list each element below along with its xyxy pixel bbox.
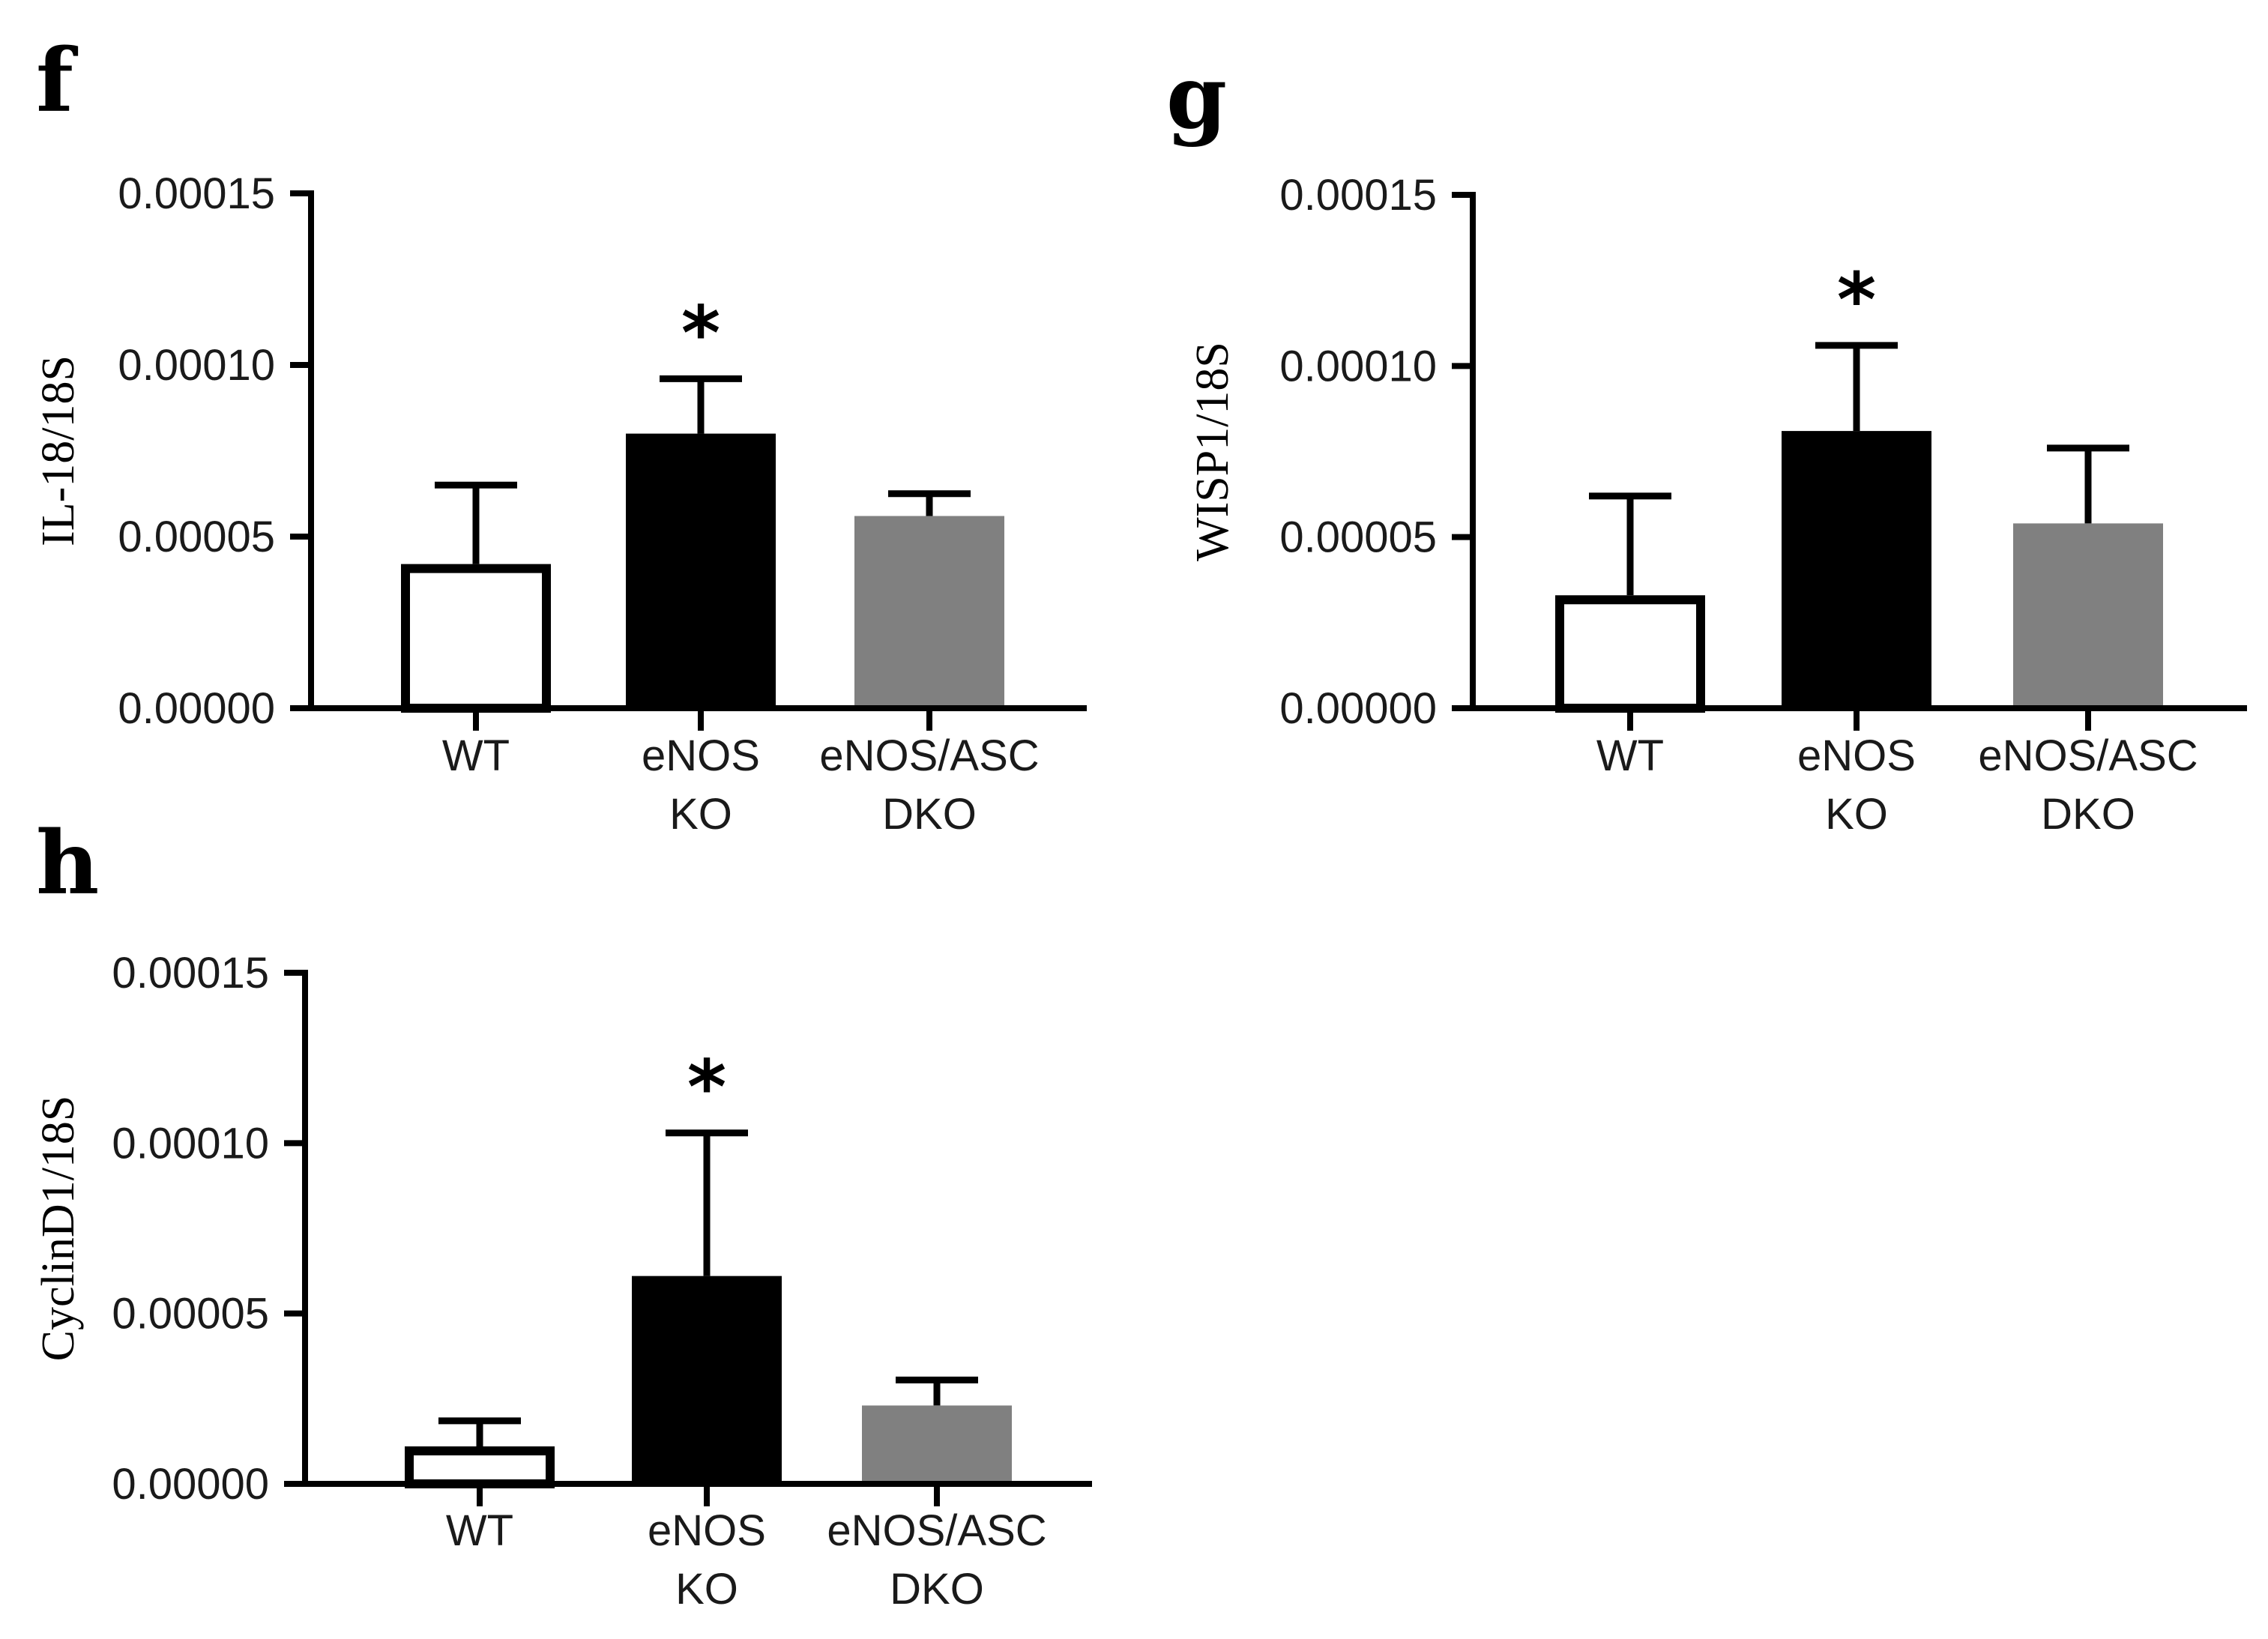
bar <box>2013 523 2163 708</box>
x-tick-label: eNOS <box>648 1506 766 1555</box>
bar <box>862 1405 1012 1484</box>
bar <box>632 1276 782 1484</box>
panel-label: f <box>36 30 79 132</box>
y-axis-label: IL-18/18S <box>33 355 84 546</box>
y-axis-label: CyclinD1/18S <box>33 1096 84 1362</box>
x-tick-label: WT <box>442 731 510 780</box>
x-tick-label: eNOS <box>642 731 760 780</box>
panel-label: h <box>36 812 99 914</box>
bar <box>1555 595 1705 713</box>
x-tick-label: eNOS <box>1797 731 1916 780</box>
y-tick-label: 0.00000 <box>112 1460 269 1509</box>
x-tick-label: DKO <box>2041 790 2135 839</box>
chart-panel-f: f IL-18/18S * 0.00000 0.00005 0.00010 0.00015 W… <box>33 30 1087 839</box>
significance-mark: * <box>687 1044 726 1132</box>
panel-label: g <box>1166 46 1227 148</box>
y-tick-label: 0.00005 <box>112 1290 269 1338</box>
chart-panel-g: g WISP1/18S * 0.00000 0.00005 0.00010 0.00015 W… <box>1166 46 2247 839</box>
bar <box>626 433 776 708</box>
chart-root: f IL-18/18S * 0.00000 0.00005 0.00010 0.00015 W… <box>33 30 2247 1614</box>
x-tick-label: eNOS/ASC <box>1978 731 2198 780</box>
x-tick-label: WT <box>446 1506 513 1555</box>
x-tick-label: eNOS/ASC <box>827 1506 1046 1555</box>
x-tick-label: DKO <box>882 790 977 839</box>
bar <box>401 564 551 713</box>
y-tick-label: 0.00000 <box>1279 684 1437 733</box>
significance-mark: * <box>681 289 720 377</box>
x-tick-label: KO <box>675 1565 738 1614</box>
x-tick-label: eNOS/ASC <box>819 731 1039 780</box>
chart-panel-h: h CyclinD1/18S * 0.00000 0.00005 0.00010 0.000… <box>33 812 1092 1614</box>
y-tick-label: 0.00005 <box>1279 513 1437 562</box>
x-tick-label: KO <box>1825 790 1888 839</box>
y-tick-label: 0.00015 <box>1279 171 1437 220</box>
y-tick-label: 0.00010 <box>112 1119 269 1168</box>
significance-mark: * <box>1837 256 1876 344</box>
y-tick-label: 0.00010 <box>1279 342 1437 390</box>
x-tick-label: WT <box>1596 731 1664 780</box>
bar <box>854 516 1004 708</box>
x-tick-label: KO <box>669 790 732 839</box>
y-tick-label: 0.00015 <box>118 169 275 218</box>
y-tick-label: 0.00005 <box>118 513 275 561</box>
bar <box>1782 431 1931 708</box>
y-tick-label: 0.00010 <box>118 341 275 390</box>
bar <box>405 1446 555 1489</box>
y-tick-label: 0.00015 <box>112 949 269 997</box>
y-axis-label: WISP1/18S <box>1187 342 1238 561</box>
x-tick-label: DKO <box>890 1565 984 1614</box>
y-tick-label: 0.00000 <box>118 684 275 733</box>
